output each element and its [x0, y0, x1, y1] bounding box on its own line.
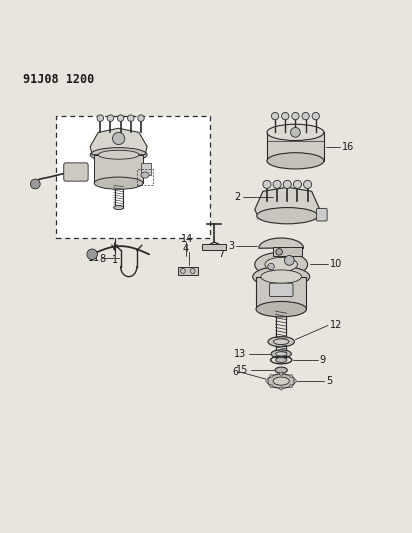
Circle shape [292, 112, 299, 120]
Ellipse shape [256, 302, 307, 317]
Circle shape [290, 127, 300, 138]
Ellipse shape [141, 172, 149, 178]
Circle shape [268, 263, 274, 270]
Text: 5: 5 [326, 376, 332, 386]
Bar [141, 163, 151, 175]
Circle shape [112, 132, 125, 144]
Text: 7: 7 [218, 249, 225, 260]
Circle shape [302, 112, 309, 120]
Circle shape [266, 379, 269, 383]
Ellipse shape [276, 352, 287, 356]
Ellipse shape [274, 339, 289, 344]
Ellipse shape [253, 266, 310, 287]
Ellipse shape [90, 148, 147, 162]
Circle shape [30, 179, 40, 189]
Text: 4: 4 [183, 245, 189, 254]
Circle shape [284, 255, 294, 265]
Bar [178, 266, 198, 276]
Circle shape [263, 180, 271, 189]
Circle shape [117, 115, 124, 122]
Text: 14: 14 [181, 235, 193, 244]
Text: 12: 12 [330, 320, 342, 330]
Ellipse shape [265, 257, 297, 272]
FancyBboxPatch shape [56, 116, 210, 238]
Ellipse shape [271, 350, 291, 358]
Text: 2: 2 [234, 192, 241, 203]
Polygon shape [90, 128, 147, 155]
Text: 13: 13 [234, 349, 247, 359]
Circle shape [280, 372, 283, 375]
Circle shape [272, 112, 279, 120]
Text: 91J08 1200: 91J08 1200 [23, 74, 94, 86]
Text: 6: 6 [232, 367, 239, 377]
Text: 8: 8 [100, 254, 106, 264]
Ellipse shape [273, 377, 289, 385]
Ellipse shape [275, 367, 287, 373]
Circle shape [280, 387, 283, 390]
Circle shape [283, 180, 291, 189]
Circle shape [270, 374, 273, 377]
Text: 10: 10 [330, 260, 342, 270]
Ellipse shape [267, 152, 324, 169]
Circle shape [107, 115, 114, 122]
Ellipse shape [276, 358, 287, 362]
Circle shape [87, 249, 98, 260]
Ellipse shape [255, 252, 308, 277]
Bar [273, 247, 302, 256]
Ellipse shape [94, 177, 143, 189]
Bar [267, 132, 324, 161]
Circle shape [97, 115, 103, 122]
Ellipse shape [267, 374, 295, 388]
Bar [94, 155, 143, 183]
Circle shape [304, 180, 311, 189]
Circle shape [281, 112, 289, 120]
Ellipse shape [98, 150, 139, 159]
Text: 11: 11 [88, 253, 101, 263]
Circle shape [312, 112, 319, 120]
Ellipse shape [261, 270, 302, 284]
Ellipse shape [268, 337, 295, 347]
Circle shape [128, 115, 134, 122]
Ellipse shape [257, 207, 318, 224]
FancyBboxPatch shape [316, 208, 327, 221]
Bar [202, 244, 226, 250]
Text: 15: 15 [236, 365, 249, 375]
Circle shape [276, 248, 282, 255]
Polygon shape [255, 187, 320, 220]
Circle shape [138, 115, 144, 122]
Circle shape [289, 385, 293, 388]
Circle shape [293, 180, 302, 189]
Circle shape [289, 374, 293, 377]
Circle shape [293, 379, 297, 383]
FancyBboxPatch shape [64, 163, 88, 181]
Circle shape [273, 180, 281, 189]
Text: 1: 1 [112, 255, 117, 265]
Text: 16: 16 [342, 142, 354, 151]
Ellipse shape [267, 124, 324, 141]
Polygon shape [259, 238, 304, 248]
Text: 9: 9 [320, 355, 326, 365]
Circle shape [270, 385, 273, 388]
Ellipse shape [114, 206, 124, 209]
Bar [256, 277, 307, 309]
FancyBboxPatch shape [269, 283, 293, 296]
Text: 3: 3 [228, 241, 234, 251]
